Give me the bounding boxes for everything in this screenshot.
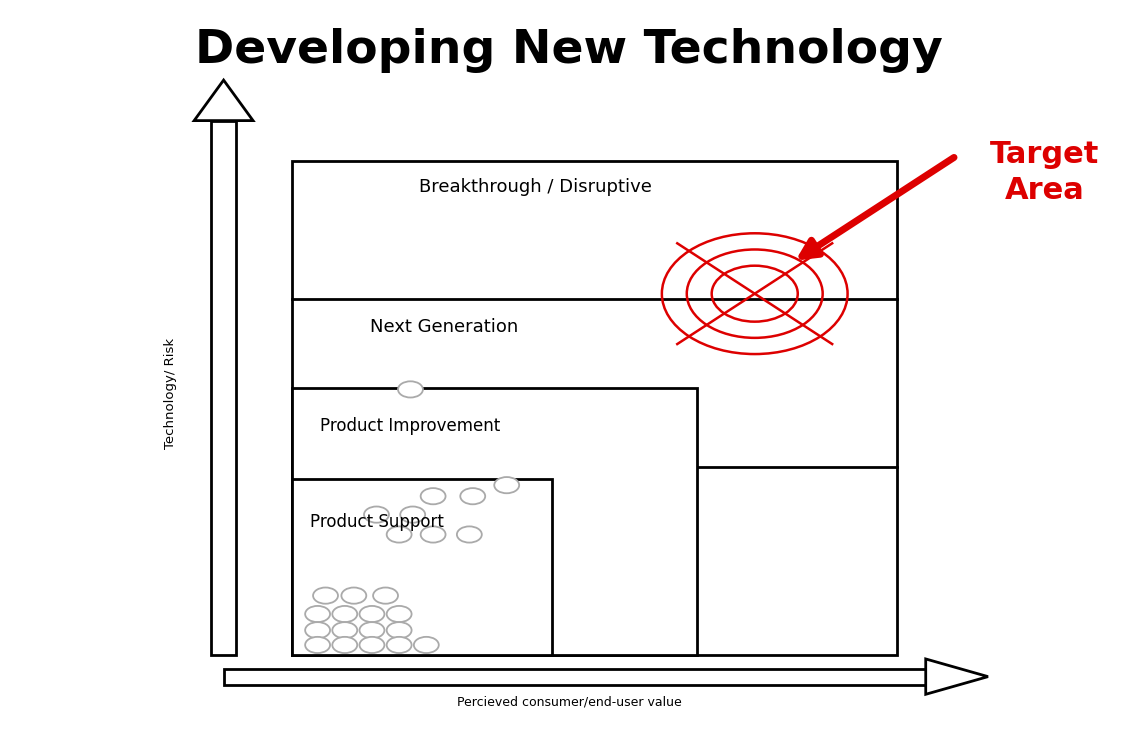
Bar bbox=[291, 388, 698, 654]
Circle shape bbox=[398, 381, 423, 398]
Text: Product Support: Product Support bbox=[310, 513, 444, 531]
Circle shape bbox=[456, 526, 481, 542]
Circle shape bbox=[360, 622, 385, 638]
Circle shape bbox=[387, 622, 412, 638]
Text: Technology/ Risk: Technology/ Risk bbox=[164, 338, 176, 449]
Bar bbox=[291, 479, 552, 654]
Circle shape bbox=[305, 622, 330, 638]
Circle shape bbox=[364, 507, 389, 522]
Circle shape bbox=[460, 488, 485, 505]
Circle shape bbox=[360, 637, 385, 653]
Text: Percieved consumer/end-user value: Percieved consumer/end-user value bbox=[456, 696, 682, 709]
Polygon shape bbox=[223, 669, 925, 685]
Circle shape bbox=[414, 637, 439, 653]
Circle shape bbox=[313, 588, 338, 604]
Circle shape bbox=[332, 622, 357, 638]
Text: Breakthrough / Disruptive: Breakthrough / Disruptive bbox=[419, 178, 651, 196]
Circle shape bbox=[305, 606, 330, 622]
Circle shape bbox=[401, 507, 426, 522]
Circle shape bbox=[387, 606, 412, 622]
Polygon shape bbox=[925, 659, 988, 695]
Polygon shape bbox=[195, 80, 253, 121]
Text: Developing New Technology: Developing New Technology bbox=[195, 28, 943, 73]
Bar bbox=[291, 161, 898, 654]
Text: Next Generation: Next Generation bbox=[370, 318, 519, 336]
Circle shape bbox=[305, 637, 330, 653]
Text: Product Improvement: Product Improvement bbox=[320, 417, 501, 436]
Circle shape bbox=[332, 637, 357, 653]
Circle shape bbox=[373, 588, 398, 604]
Circle shape bbox=[421, 488, 446, 505]
Circle shape bbox=[360, 606, 385, 622]
Circle shape bbox=[421, 526, 446, 542]
Text: Target
Area: Target Area bbox=[990, 139, 1099, 205]
Polygon shape bbox=[212, 121, 236, 654]
Circle shape bbox=[494, 477, 519, 493]
Circle shape bbox=[387, 637, 412, 653]
Circle shape bbox=[332, 606, 357, 622]
Circle shape bbox=[341, 588, 366, 604]
Circle shape bbox=[387, 526, 412, 542]
